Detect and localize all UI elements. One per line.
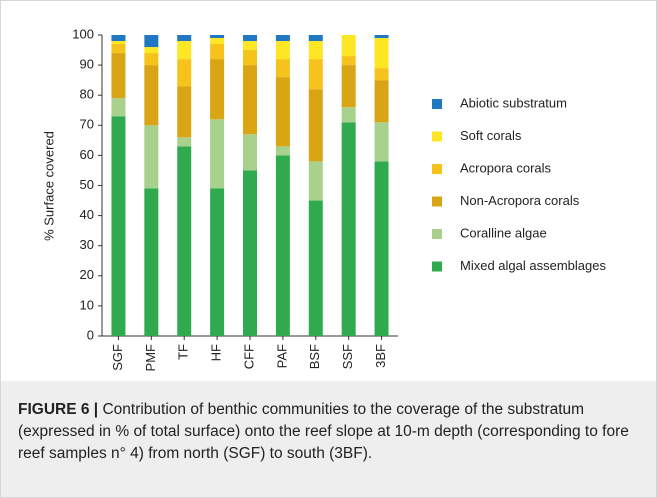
- bar-segment: [111, 35, 126, 42]
- bar-segment: [308, 200, 323, 336]
- bar-segment: [243, 50, 257, 66]
- bar-segment: [210, 188, 225, 336]
- legend-swatch: [432, 229, 442, 239]
- bar-segment: [275, 77, 290, 147]
- bar-segment: [308, 89, 323, 162]
- y-tick-label: 50: [80, 177, 94, 192]
- bar-segment: [111, 44, 126, 54]
- chart: % Surface covered 0 10 20 30 40 50 60 70 80 90 100…: [41, 26, 606, 372]
- bar-segment: [144, 188, 159, 336]
- legend-label: Coralline algae: [460, 225, 547, 240]
- bar-segment: [177, 137, 192, 147]
- bar-segment: [111, 41, 126, 45]
- bar-segment: [275, 35, 290, 42]
- bar-segment: [341, 35, 356, 57]
- bar-segment: [341, 65, 356, 108]
- x-tick-label: PAF: [274, 344, 289, 368]
- bar-segment: [144, 125, 159, 189]
- bar-segment: [243, 35, 257, 42]
- legend-swatch: [432, 131, 442, 142]
- bar-segment: [111, 116, 126, 337]
- bar-segment: [374, 35, 389, 39]
- caption-label: FIGURE 6 |: [18, 401, 99, 418]
- bar-segment: [341, 56, 356, 66]
- x-tick-label: SGF: [110, 344, 125, 371]
- legend-label: Non-Acropora corals: [460, 193, 580, 208]
- bar-segment: [243, 134, 257, 171]
- caption-body: Contribution of benthic communities to t…: [18, 401, 629, 462]
- y-tick-label: 60: [80, 147, 94, 162]
- legend-label: Soft corals: [460, 128, 522, 143]
- bar-segment: [210, 59, 225, 120]
- x-tick-label: TF: [176, 344, 191, 360]
- bar-segment: [275, 59, 290, 78]
- bar-segment: [177, 35, 192, 42]
- y-tick-label: 20: [80, 267, 94, 282]
- bar-segment: [111, 98, 126, 117]
- y-tick-label: 10: [80, 297, 94, 312]
- bar-segment: [341, 107, 356, 123]
- bar-segment: [374, 122, 389, 162]
- bar-segment: [144, 65, 159, 126]
- bar-segment: [374, 68, 389, 81]
- bar-segment: [243, 65, 257, 135]
- bar-segment: [144, 53, 159, 66]
- x-tick-label: HF: [209, 344, 224, 361]
- legend-label: Mixed algal assemblages: [460, 258, 606, 273]
- legend-swatch: [432, 99, 442, 109]
- bar-segment: [374, 38, 389, 69]
- y-axis-label: % Surface covered: [41, 131, 56, 241]
- x-tick-label: SSF: [340, 344, 355, 369]
- x-tick-label: PMF: [143, 344, 158, 372]
- x-tick-label: CFF: [241, 344, 256, 369]
- bar-segment: [275, 146, 290, 156]
- caption-text: FIGURE 6 | Contribution of benthic commu…: [18, 399, 639, 465]
- bar-segment: [308, 59, 323, 90]
- legend-swatch: [432, 261, 442, 272]
- bar-segment: [243, 170, 257, 336]
- y-tick-label: 30: [80, 237, 94, 252]
- bar-segment: [144, 47, 159, 54]
- bar-segment: [275, 41, 290, 60]
- bar-segment: [341, 122, 356, 336]
- bar-segment: [308, 161, 323, 201]
- legend-label: Acropora corals: [460, 160, 552, 175]
- legend-swatch: [432, 164, 442, 174]
- legend-swatch: [432, 196, 442, 207]
- bar-segment: [210, 35, 225, 39]
- bar-segment: [111, 53, 126, 99]
- y-tick-label: 80: [80, 87, 94, 102]
- bar-segment: [177, 59, 192, 87]
- bar-segment: [275, 155, 290, 336]
- x-tick-label: BSF: [307, 344, 322, 369]
- bar-segment: [177, 86, 192, 138]
- y-tick-label: 70: [80, 117, 94, 132]
- bar-segment: [177, 146, 192, 336]
- x-tick-label: 3BF: [373, 344, 388, 368]
- bar-segment: [177, 41, 192, 60]
- bar-segment: [210, 38, 225, 45]
- bar-segment: [210, 44, 225, 60]
- bar-segment: [210, 119, 225, 189]
- y-tick-label: 0: [87, 327, 94, 342]
- legend-label: Abiotic substratum: [460, 95, 567, 110]
- y-tick-label: 100: [72, 26, 94, 41]
- bar-segment: [308, 41, 323, 60]
- y-tick-label: 40: [80, 207, 94, 222]
- bar-segment: [144, 35, 159, 48]
- bar-segment: [374, 80, 389, 123]
- bar-segment: [374, 161, 389, 336]
- y-tick-label: 90: [80, 57, 94, 72]
- bar-segment: [243, 41, 257, 51]
- bar-segment: [308, 35, 323, 42]
- caption: FIGURE 6 | Contribution of benthic commu…: [1, 381, 656, 497]
